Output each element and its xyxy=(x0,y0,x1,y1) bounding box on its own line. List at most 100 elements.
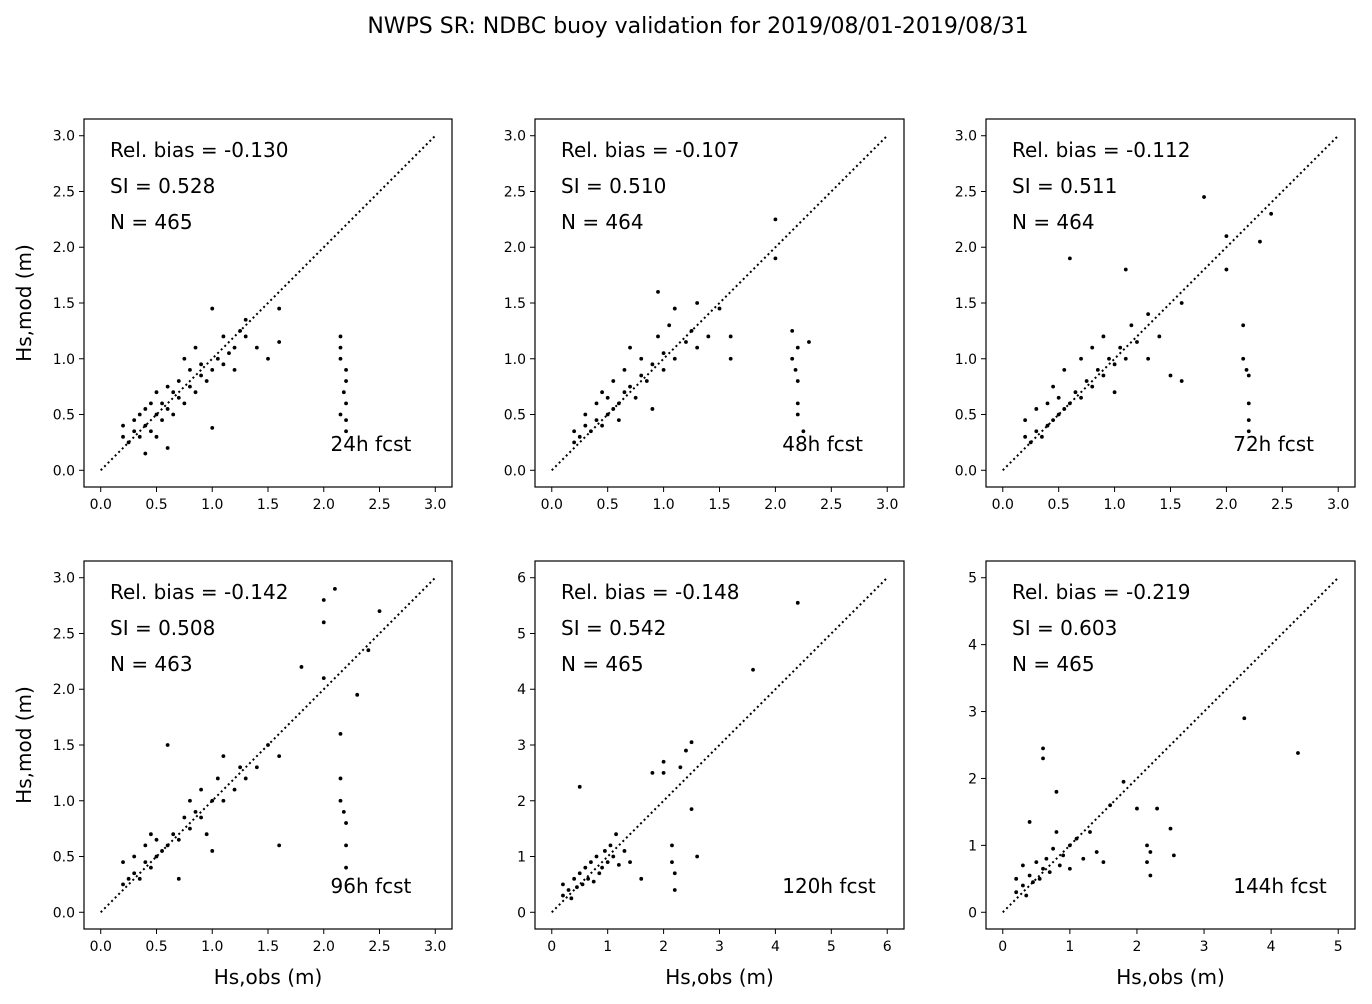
scatter-point xyxy=(149,429,153,434)
scatter-point xyxy=(210,425,215,430)
y-tick-label: 3 xyxy=(968,705,977,721)
scatter-point xyxy=(171,390,176,395)
y-tick-label: 0.5 xyxy=(53,408,75,424)
y-tick-label: 0.0 xyxy=(504,463,526,479)
scatter-point xyxy=(154,854,159,859)
scatter-point xyxy=(149,865,153,870)
scatter-point xyxy=(1241,323,1246,328)
x-tick-label: 3.0 xyxy=(1327,497,1349,513)
scatter-point xyxy=(341,810,346,814)
scatter-point xyxy=(1021,883,1025,888)
x-tick-label: 2.5 xyxy=(1271,497,1293,513)
scatter-point xyxy=(232,345,237,350)
x-tick-label: 1.5 xyxy=(257,939,279,955)
scatter-point xyxy=(622,390,627,395)
scatter-point xyxy=(1107,356,1111,361)
scatter-point xyxy=(333,586,337,591)
y-tick-label: 4 xyxy=(968,638,977,654)
scatter-point xyxy=(199,362,203,367)
x-axis-label: Hs,obs (m) xyxy=(214,965,323,989)
scatter-point xyxy=(121,860,125,864)
x-tick-label: 4 xyxy=(771,939,780,955)
x-tick-label: 3 xyxy=(715,939,724,955)
scatter-point xyxy=(238,765,243,770)
stats-line: SI = 0.528 xyxy=(110,174,215,198)
x-tick-label: 1.5 xyxy=(1159,497,1181,513)
scatter-point xyxy=(1246,401,1251,406)
scatter-point xyxy=(583,423,588,428)
scatter-point xyxy=(795,412,800,417)
scatter-point xyxy=(600,390,604,395)
scatter-point xyxy=(277,340,282,344)
scatter-point xyxy=(1157,334,1162,339)
scatter-point xyxy=(1112,390,1117,395)
scatter-point xyxy=(611,854,616,859)
scatter-point xyxy=(672,306,677,311)
scatter-point xyxy=(338,356,343,361)
scatter-point xyxy=(232,787,237,792)
y-tick-label: 2.5 xyxy=(955,184,977,200)
scatter-point xyxy=(1179,379,1184,383)
scatter-point xyxy=(137,434,142,439)
x-tick-label: 0.5 xyxy=(145,497,167,513)
y-axis-label: Hs,mod (m) xyxy=(12,244,36,362)
y-tick-label: 1.0 xyxy=(504,352,526,368)
scatter-point xyxy=(1135,340,1139,344)
scatter-point xyxy=(176,379,181,383)
scatter-point xyxy=(188,798,192,803)
scatter-point xyxy=(608,843,613,848)
scatter-point xyxy=(137,412,142,417)
scatter-point xyxy=(1031,880,1035,885)
stats-line: Rel. bias = -0.219 xyxy=(1012,580,1190,604)
scatter-point xyxy=(1054,789,1059,794)
scatter-point xyxy=(566,888,571,892)
scatter-point xyxy=(160,401,164,406)
scatter-point xyxy=(377,609,382,614)
x-tick-label: 1.0 xyxy=(1103,497,1125,513)
x-tick-label: 2.5 xyxy=(368,497,390,513)
scatter-point xyxy=(622,368,627,372)
scatter-point xyxy=(650,362,655,367)
y-tick-label: 1.5 xyxy=(504,296,526,312)
scatter-point xyxy=(149,832,153,837)
scatter-point xyxy=(561,893,565,898)
scatter-point xyxy=(614,832,618,837)
scatter-point xyxy=(182,401,187,406)
scatter-point xyxy=(689,807,694,812)
scatter-point xyxy=(1135,806,1139,811)
scatter-point xyxy=(667,323,672,328)
x-tick-label: 2.5 xyxy=(820,497,842,513)
scatter-point xyxy=(661,368,666,372)
scatter-point xyxy=(143,860,148,864)
scatter-point xyxy=(605,412,610,417)
scatter-point xyxy=(344,821,348,825)
scatter-point xyxy=(1296,751,1300,755)
scatter-point xyxy=(616,401,621,406)
scatter-point xyxy=(684,748,688,753)
scatter-point xyxy=(1051,384,1055,389)
scatter-point xyxy=(254,765,259,770)
stats-line: N = 463 xyxy=(110,652,193,676)
scatter-point xyxy=(605,860,610,864)
scatter-point xyxy=(143,407,148,411)
scatter-point xyxy=(338,334,343,339)
scatter-point xyxy=(221,334,226,339)
scatter-point xyxy=(204,379,209,383)
stats-line: N = 465 xyxy=(110,210,193,234)
scatter-point xyxy=(580,882,585,887)
y-tick-label: 3 xyxy=(517,738,526,754)
scatter-point xyxy=(1045,401,1050,406)
scatter-point xyxy=(695,345,700,350)
stats-line: Rel. bias = -0.107 xyxy=(561,138,739,162)
scatter-point xyxy=(773,256,778,261)
scatter-point xyxy=(717,306,722,311)
y-tick-label: 0.5 xyxy=(53,850,75,866)
scatter-point xyxy=(366,648,371,653)
scatter-point xyxy=(176,837,181,842)
x-tick-label: 1.0 xyxy=(201,497,223,513)
y-tick-label: 0.5 xyxy=(504,408,526,424)
scatter-point xyxy=(628,384,632,389)
scatter-point xyxy=(695,854,700,859)
scatter-point xyxy=(121,882,125,887)
scatter-point xyxy=(1062,407,1067,411)
